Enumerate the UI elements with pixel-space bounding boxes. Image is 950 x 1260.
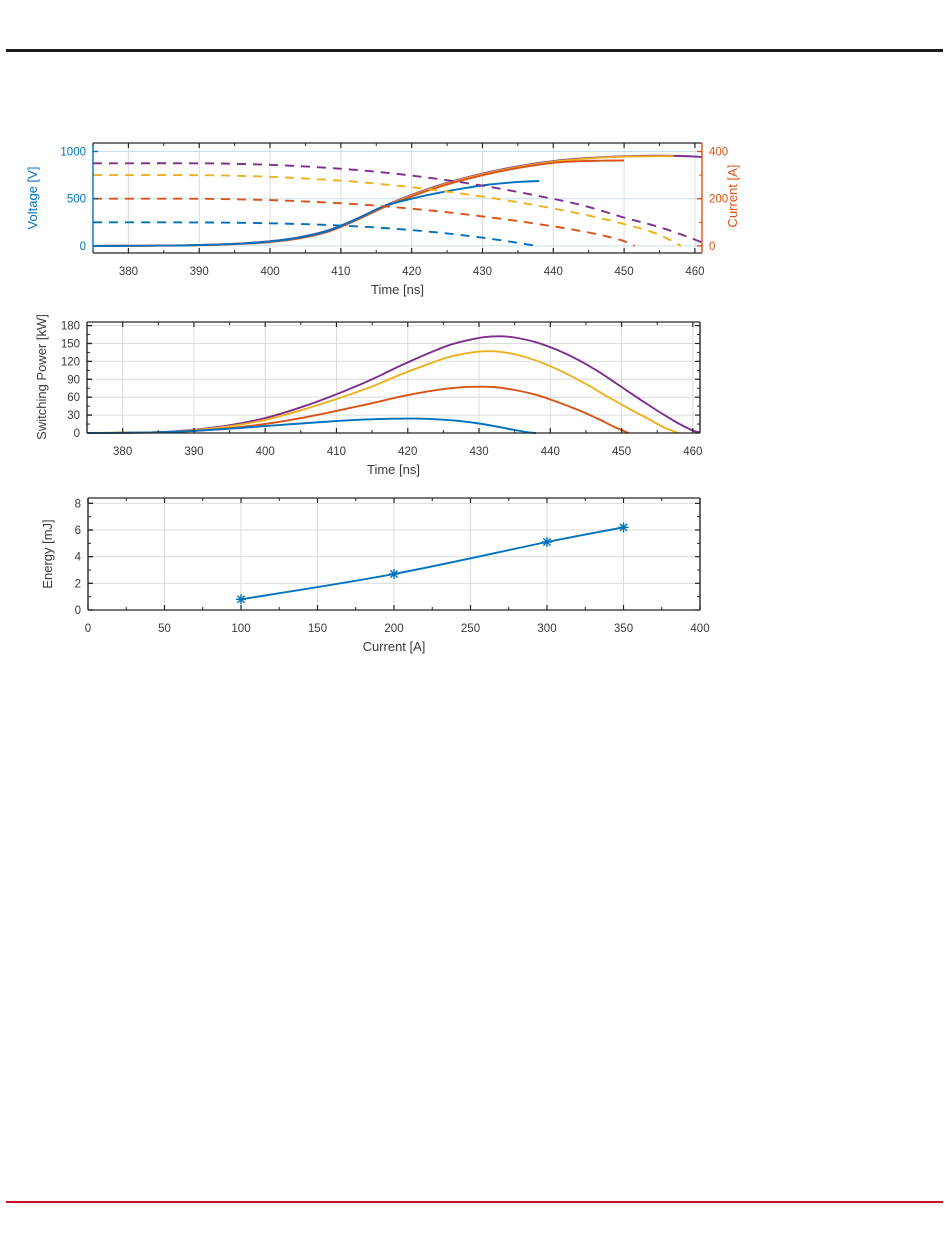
y-tick-label-left: 500 (67, 194, 86, 206)
y-tick-label-left: 0 (74, 428, 80, 440)
chart-3: 0 50 100 150 200 250 300 350 400 0 2 4 6 8 Current [A]… (40, 497, 710, 654)
x-tick-label: 410 (331, 266, 350, 278)
x-axis-label: Time [ns] (371, 282, 424, 297)
y-axis-label-left: Switching Power [kW] (34, 314, 49, 440)
x-tick-label: 200 (384, 623, 403, 635)
y-tick-label-left: 120 (61, 356, 80, 368)
x-tick-label: 460 (685, 266, 704, 278)
x-tick-label: 400 (260, 266, 279, 278)
header-rule (6, 49, 943, 52)
x-tick-label: 150 (308, 623, 327, 635)
x-tick-label: 450 (615, 266, 634, 278)
series-current-200A (92, 197, 636, 247)
y-tick-label-left: 30 (67, 410, 80, 422)
chart-2: 380 390 400 410 420 430 440 450 460 0 30 60 90 120 150… (34, 314, 702, 477)
x-tick-label: 380 (119, 266, 138, 278)
y-axis-label-left: Energy [mJ] (40, 519, 55, 588)
x-tick-label: 410 (327, 446, 346, 458)
series-power-at-100A (86, 417, 537, 434)
x-tick-label: 50 (158, 623, 171, 635)
y-tick-label-right: 200 (709, 194, 728, 206)
x-tick-label: 420 (398, 446, 417, 458)
x-tick-label: 300 (537, 623, 556, 635)
x-axis-label: Current [A] (363, 639, 426, 654)
x-tick-label: 460 (683, 446, 702, 458)
y-tick-label-left: 0 (80, 241, 86, 253)
x-tick-label: 440 (541, 446, 560, 458)
series-current-300A (92, 174, 682, 247)
x-tick-label: 420 (402, 266, 421, 278)
y-tick-label-left: 1000 (60, 146, 86, 158)
chart-1: 380 390 400 410 420 430 440 450 460 0 500 1000 0 200 4… (25, 142, 740, 297)
series-voltage-at-200A (92, 159, 625, 247)
y-tick-label-left: 0 (75, 605, 81, 617)
asterisk-marker (236, 594, 246, 605)
x-tick-label: 390 (190, 266, 209, 278)
footer-rule (6, 1201, 943, 1203)
y-tick-label-left: 2 (75, 578, 81, 590)
y-tick-label-left: 90 (67, 374, 80, 386)
series-voltage-at-300A (92, 155, 674, 247)
series-power-at-350A (86, 335, 701, 434)
asterisk-marker (389, 569, 399, 579)
series-current-100A (93, 221, 538, 247)
y-axis-label-left: Voltage [V] (25, 167, 40, 230)
series-power-at-200A (86, 385, 630, 434)
asterisk-marker (542, 537, 552, 547)
x-tick-label: 430 (469, 446, 488, 458)
x-tick-label: 250 (461, 623, 480, 635)
y-tick-label-right: 400 (709, 146, 728, 158)
series-power-at-300A (86, 350, 679, 434)
y-tick-label-left: 6 (75, 525, 81, 537)
y-tick-label-left: 150 (61, 338, 80, 350)
series-switching-energy-vs-current (240, 526, 624, 601)
x-tick-label: 440 (544, 266, 563, 278)
x-tick-label: 450 (612, 446, 631, 458)
y-tick-label-left: 60 (67, 392, 80, 404)
y-tick-label-left: 8 (75, 498, 81, 510)
x-tick-label: 100 (231, 623, 250, 635)
x-axis-label: Time [ns] (367, 462, 420, 477)
x-tick-label: 400 (256, 446, 275, 458)
series-current-350A (92, 162, 703, 244)
x-tick-label: 380 (113, 446, 132, 458)
y-axis-label-right: Current [A] (725, 165, 740, 228)
x-tick-label: 430 (473, 266, 492, 278)
x-tick-label: 350 (614, 623, 633, 635)
y-tick-label-left: 180 (61, 321, 80, 333)
asterisk-marker (618, 522, 629, 533)
y-tick-label-left: 4 (75, 552, 82, 564)
x-tick-label: 0 (85, 623, 91, 635)
series-voltage-at-100A (92, 180, 540, 247)
x-tick-label: 390 (184, 446, 203, 458)
y-tick-label-right: 0 (709, 241, 715, 253)
x-tick-label: 400 (690, 623, 709, 635)
